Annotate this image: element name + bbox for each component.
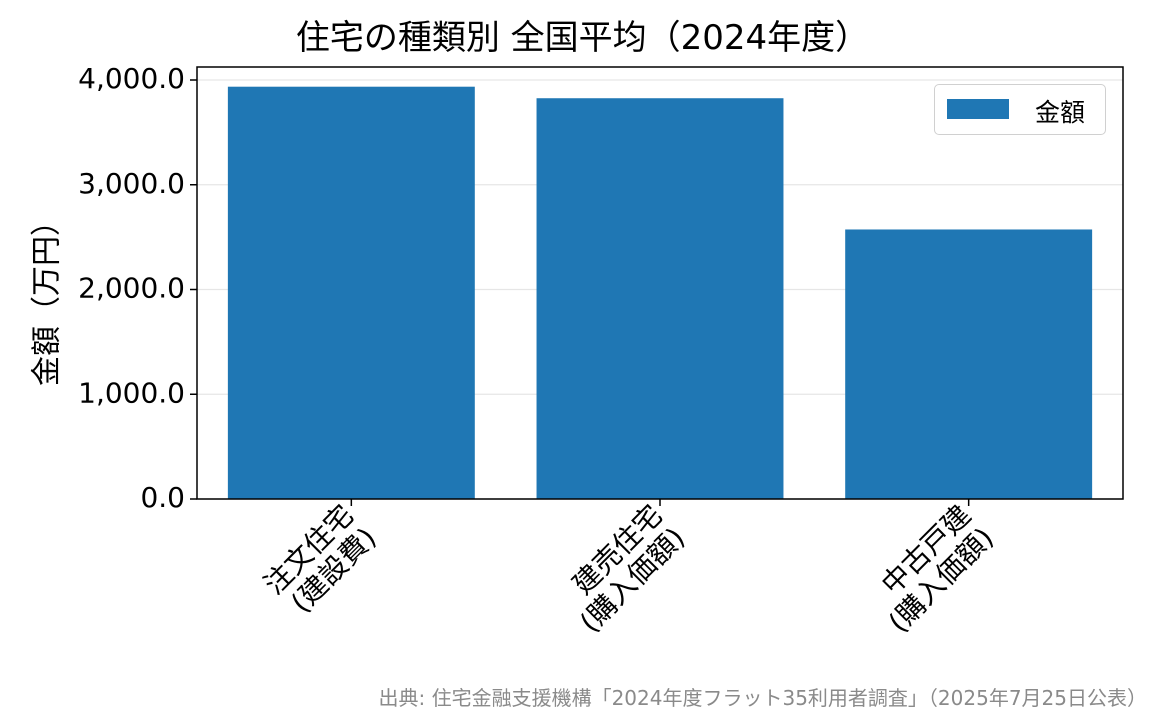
bar [536,98,784,499]
x-tick-label: 建売住宅(購入価額) [551,498,692,639]
svg-text:建売住宅(購入価額): 建売住宅(購入価額) [551,498,692,639]
source-note: 出典: 住宅金融支援機構「2024年度フラット35利用者調査」（2025年7月2… [378,686,1147,710]
svg-text:注文住宅(建設費): 注文住宅(建設費) [257,498,382,623]
legend: 金額 [934,84,1106,135]
y-tick-label: 3,000.0 [78,167,185,200]
bar [227,86,475,499]
x-axis-ticks: 注文住宅(建設費) 建売住宅(購入価額) 中古戸建(購入価額) [257,498,1000,639]
y-axis-ticks: 0.0 1,000.0 2,000.0 3,000.0 4,000.0 [78,62,197,514]
legend-label: 金額 [1035,98,1086,127]
y-tick-label: 4,000.0 [78,62,185,95]
y-tick-label: 1,000.0 [78,376,185,409]
bar [845,229,1093,499]
svg-text:中古戸建(購入価額): 中古戸建(購入価額) [859,498,1000,639]
legend-swatch [947,99,1009,119]
x-tick-label: 中古戸建(購入価額) [859,498,1000,639]
y-axis-label: 金額（万円） [30,206,65,386]
y-tick-label: 2,000.0 [78,272,185,305]
x-tick-label: 注文住宅(建設費) [257,498,382,623]
chart-title: 住宅の種類別 全国平均（2024年度） [295,18,870,58]
bars [227,86,1093,499]
y-tick-label: 0.0 [140,481,185,514]
